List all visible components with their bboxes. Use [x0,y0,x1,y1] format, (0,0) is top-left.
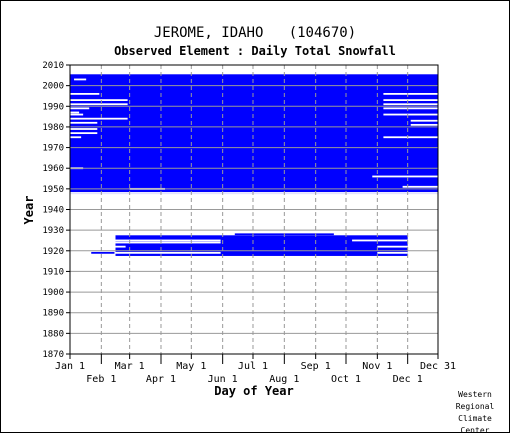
missing-data-line [352,239,408,242]
x-tick-label: Nov 1 [362,361,392,372]
missing-data-line [383,99,438,101]
missing-data-line [410,123,438,126]
credit-line: Center [460,426,490,435]
missing-data-line [70,111,80,114]
x-tick-label: Apr 1 [146,374,176,385]
x-tick-label: Jun 1 [208,374,238,385]
x-tick-label: Aug 1 [269,374,299,385]
y-tick-label: 1940 [42,206,64,216]
missing-data-line [115,239,221,242]
missing-data-line [383,136,438,139]
x-tick-label: Dec 31 [420,361,456,372]
missing-data-line [70,117,128,120]
missing-data-line [70,128,98,130]
chart-title: JEROME, IDAHO (104670) [153,25,357,41]
y-tick-label: 1880 [42,329,64,339]
missing-data-line [70,192,438,194]
credit-line: Regional [455,402,495,411]
missing-data-line [383,93,438,95]
chart-subtitle: Observed Element : Daily Total Snowfall [114,44,396,58]
missing-data-line [377,251,408,254]
y-tick-label: 1910 [42,267,64,277]
x-tick-label: Jan 1 [55,361,85,372]
missing-data-line [372,175,438,178]
missing-data-line [115,241,221,244]
missing-data-line [70,107,90,110]
grid-layer [70,65,438,354]
y-tick-label: 1870 [42,350,64,360]
missing-data-line [70,132,98,135]
missing-data-line [383,113,438,116]
missing-data-line [70,99,128,101]
y-tick-label: 1900 [42,288,64,298]
missing-data-line [383,107,438,110]
missing-data-line [402,185,438,188]
missing-data-line [70,136,82,139]
y-tick-label: 1920 [42,247,64,257]
y-tick-label: 1960 [42,164,64,174]
missing-data-line [70,103,128,106]
data-block [70,74,438,195]
y-tick-label: 1970 [42,144,64,154]
missing-data-line [115,251,221,254]
y-tick-label: 1890 [42,309,64,319]
missing-data-line [70,93,100,95]
data-line [91,251,115,254]
missing-data-line [115,245,126,248]
x-tick-label: May 1 [176,361,206,372]
y-tick-label: 2000 [42,82,64,92]
missing-data-line [383,103,438,106]
missing-data-line [70,113,84,116]
y-axis-title: Year [22,196,36,225]
data-line [74,76,89,79]
missing-data-line [70,121,98,124]
x-tick-label: Dec 1 [393,374,423,385]
y-tick-label: 1990 [42,102,64,112]
data-layer [70,74,438,256]
credit-line: Western [458,390,492,399]
x-tick-label: Jul 1 [238,361,268,372]
credit-line: Climate [458,414,492,423]
tick-layer: 1870 1880 1890 1900 1910 1920 1930 1940 1950 1960… [42,61,456,385]
x-tick-label: Feb 1 [86,374,116,385]
y-tick-label: 2010 [42,61,64,71]
x-tick-label: Sep 1 [301,361,331,372]
x-tick-label: Oct 1 [331,374,361,385]
y-tick-label: 1980 [42,123,64,133]
x-axis-title: Day of Year [214,384,293,398]
missing-data-line [74,78,87,81]
missing-data-line [377,245,408,248]
x-tick-label: Mar 1 [115,361,145,372]
y-tick-label: 1930 [42,226,64,236]
y-tick-label: 1950 [42,185,64,195]
credit-block: Western Regional Climate Center [447,389,503,437]
missing-data-line [410,119,438,122]
